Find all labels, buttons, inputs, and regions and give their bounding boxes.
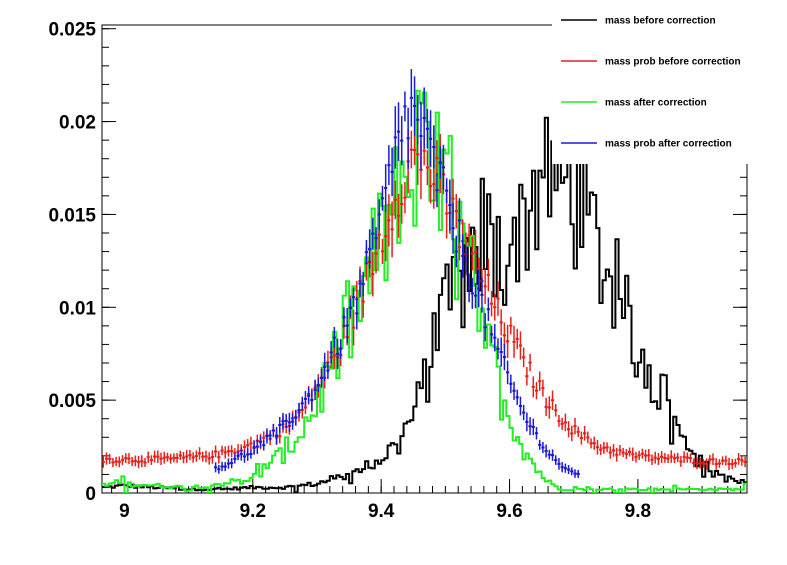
series-mass-after-correction [102,89,747,493]
histogram-line [102,89,747,493]
legend-label: mass after correction [605,98,707,109]
y-tick-label: 0 [85,484,96,505]
y-tick-label: 0.01 [59,298,96,319]
series-layer [102,69,747,493]
y-tick-label: 0.025 [48,20,96,41]
legend-box [552,4,770,164]
y-tick-label: 0.005 [48,391,96,412]
x-tick-label: 9.6 [496,501,522,522]
y-tick-label: 0.015 [48,205,96,226]
tick-labels: 0 0.005 0.01 0.015 0.02 0.025 9 9.2 9.4 9.6 9.8 [48,20,651,522]
x-tick-label: 9 [119,501,130,522]
series-mass-prob-before-correction [102,123,747,471]
histogram-line [102,93,747,493]
y-tick-label: 0.02 [59,113,96,134]
x-tick-label: 9.4 [368,501,395,522]
plot-frame [101,24,748,494]
legend: mass before correction mass prob before c… [552,4,770,164]
x-tick-label: 9.2 [240,501,266,522]
series-mass-prob-after-correction [213,69,580,478]
series-mass-before-correction [102,93,747,493]
legend-label: mass before correction [605,16,716,27]
legend-label: mass prob before correction [605,57,741,68]
legend-label: mass prob after correction [605,139,732,150]
x-tick-label: 9.8 [625,501,651,522]
